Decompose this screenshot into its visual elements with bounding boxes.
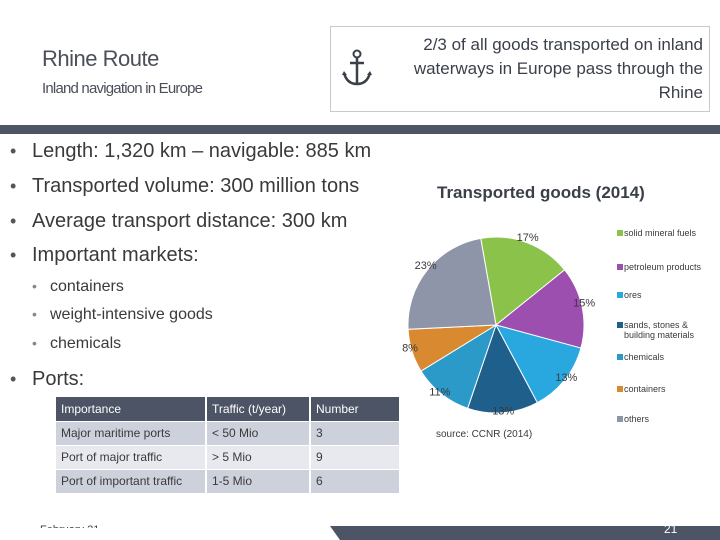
legend-label: containers [624,384,666,394]
page-number: 21 [664,522,678,536]
bullet-distance: • Average transport distance: 300 km [10,210,348,232]
table-header-row: Importance Traffic (t/year) Number [56,397,401,421]
pie-slice [480,236,566,326]
pie-data-label: 15% [573,298,595,310]
legend-label: others [624,414,650,424]
market-item: • chemicals [32,335,122,352]
legend-label: sands, stones & building materials [624,320,695,340]
legend-swatch [617,322,623,328]
table-cell: < 50 Mio [206,420,311,445]
footer-bar [0,526,720,540]
legend-swatch [617,354,623,360]
ports-table: Importance Traffic (t/year) Number Major… [56,397,401,493]
pie-slice [407,237,497,330]
pie-slice [495,324,582,404]
header-band [0,125,720,134]
table-cell: Major maritime ports [56,420,207,445]
anchor-icon [342,49,372,86]
page-title: Rhine Route [42,46,159,71]
table-cell: 1-5 Mio [206,468,311,493]
table-cell: 3 [310,420,401,445]
pie-data-label: 23% [415,260,437,272]
legend-swatch [617,264,623,270]
pie-data-label: 8% [402,343,418,355]
pie-data-label: 13% [492,406,514,418]
table-row: Port of important traffic 1-5 Mio 6 [56,468,401,493]
bullet-markets: • Important markets: [10,244,199,266]
bullet-ports: • Ports: [10,368,85,390]
legend-label: ores [624,290,642,300]
callout-box: 2/3 of all goods transported on inland w… [330,26,710,112]
pie-slice [494,269,585,349]
column-header: Importance [56,397,207,421]
market-item: • weight-intensive goods [32,306,213,323]
column-header: Traffic (t/year) [206,397,311,421]
market-item: • containers [32,278,124,295]
pie-data-label: 17% [517,232,539,244]
bullet-volume: • Transported volume: 300 million tons [10,175,360,197]
table-cell: 6 [310,468,401,493]
page-subtitle: Inland navigation in Europe [42,80,203,97]
table-cell: Port of important traffic [56,468,207,493]
legend-swatch [617,292,623,298]
pie-data-label: 13% [555,372,577,384]
table-cell: Port of major traffic [56,444,207,469]
callout-text: 2/3 of all goods transported on inland w… [413,35,703,102]
legend-label: petroleum products [624,262,702,272]
pie-data-label: 11% [429,386,450,398]
table-cell: 9 [310,444,401,469]
pie-slice [467,323,538,414]
legend-label: solid mineral fuels [624,228,697,238]
column-header: Number [310,397,401,421]
table-row: Major maritime ports < 50 Mio 3 [56,420,401,445]
chart-source: source: CCNR (2014) [436,429,533,440]
table-cell: > 5 Mio [206,444,311,469]
bullet-length: • Length: 1,320 km – navigable: 885 km [10,140,372,162]
legend-label: chemicals [624,352,665,362]
legend-swatch [617,386,623,392]
chart-title: Transported goods (2014) [437,183,645,202]
legend-swatch [617,416,623,422]
table-row: Port of major traffic > 5 Mio 9 [56,444,401,469]
legend-swatch [617,230,623,236]
